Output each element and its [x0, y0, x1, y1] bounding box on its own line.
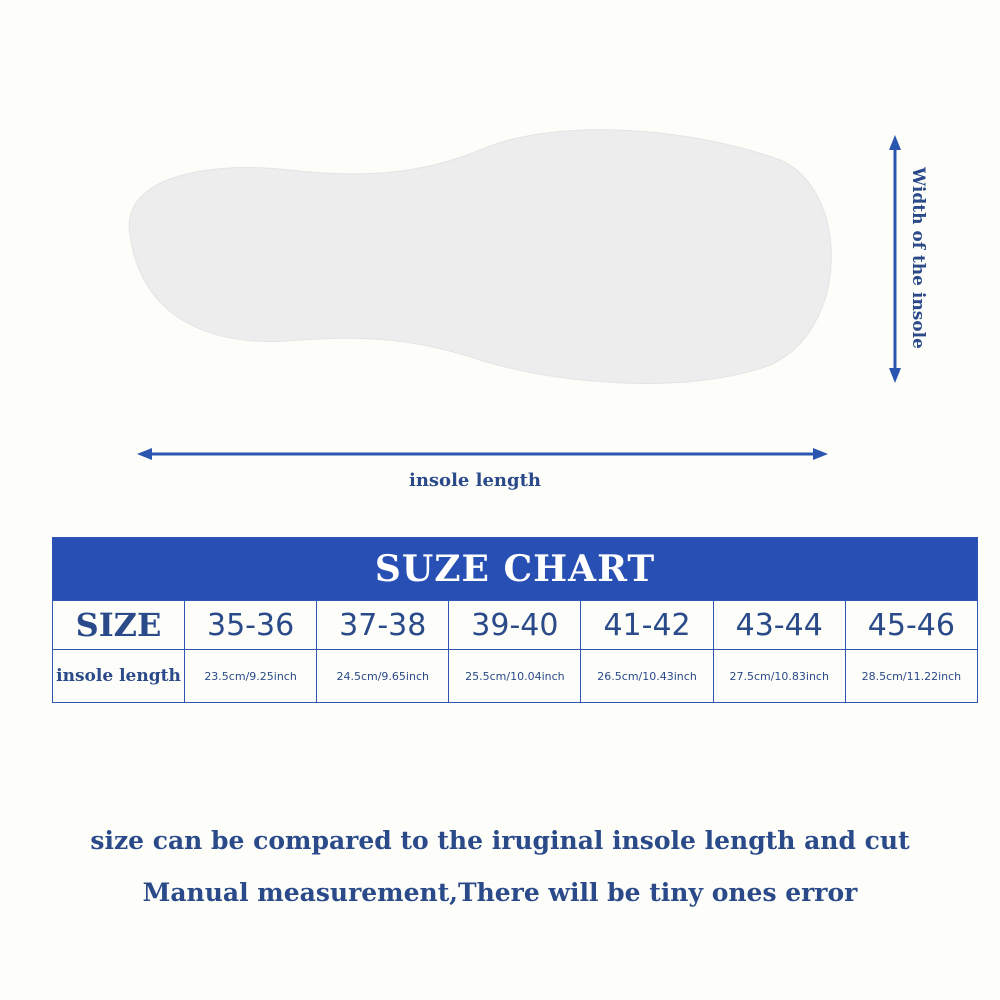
length-cell: 24.5cm/9.65inch [316, 649, 450, 703]
length-cell: 25.5cm/10.04inch [448, 649, 582, 703]
length-cell: 23.5cm/9.25inch [183, 649, 318, 703]
table-row: insole length 23.5cm/9.25inch 24.5cm/9.65i… [52, 649, 979, 703]
size-cell: SIZE [52, 600, 185, 650]
note: Manual measurement,There will be tiny on… [142, 878, 858, 907]
width-label: Width of the insole [908, 167, 928, 349]
size-cell: 41-42 [580, 600, 714, 650]
size-cell: 45-46 [844, 600, 979, 650]
length-cell: 27.5cm/10.83inch [712, 649, 846, 703]
size-cell: 35-36 [183, 600, 318, 650]
length-label: insole length [409, 470, 541, 491]
size-cell: 43-44 [712, 600, 846, 650]
table-row: SIZE 35-36 37-38 39-40 41-42 43-44 45-46 [52, 600, 979, 650]
note: size can be compared to the iruginal ins… [90, 826, 910, 855]
insole [128, 129, 832, 384]
diagram [128, 129, 901, 460]
size-table: SUZE CHART SIZE 35-36 37-38 39-40 41-42 43-44… [52, 537, 979, 703]
length-cell: insole length [52, 649, 185, 703]
size-cell: 37-38 [316, 600, 450, 650]
length-cell: 26.5cm/10.43inch [580, 649, 714, 703]
size-cell: 39-40 [448, 600, 582, 650]
table-title: SUZE CHART [52, 537, 978, 601]
length-cell: 28.5cm/11.22inch [844, 649, 979, 703]
